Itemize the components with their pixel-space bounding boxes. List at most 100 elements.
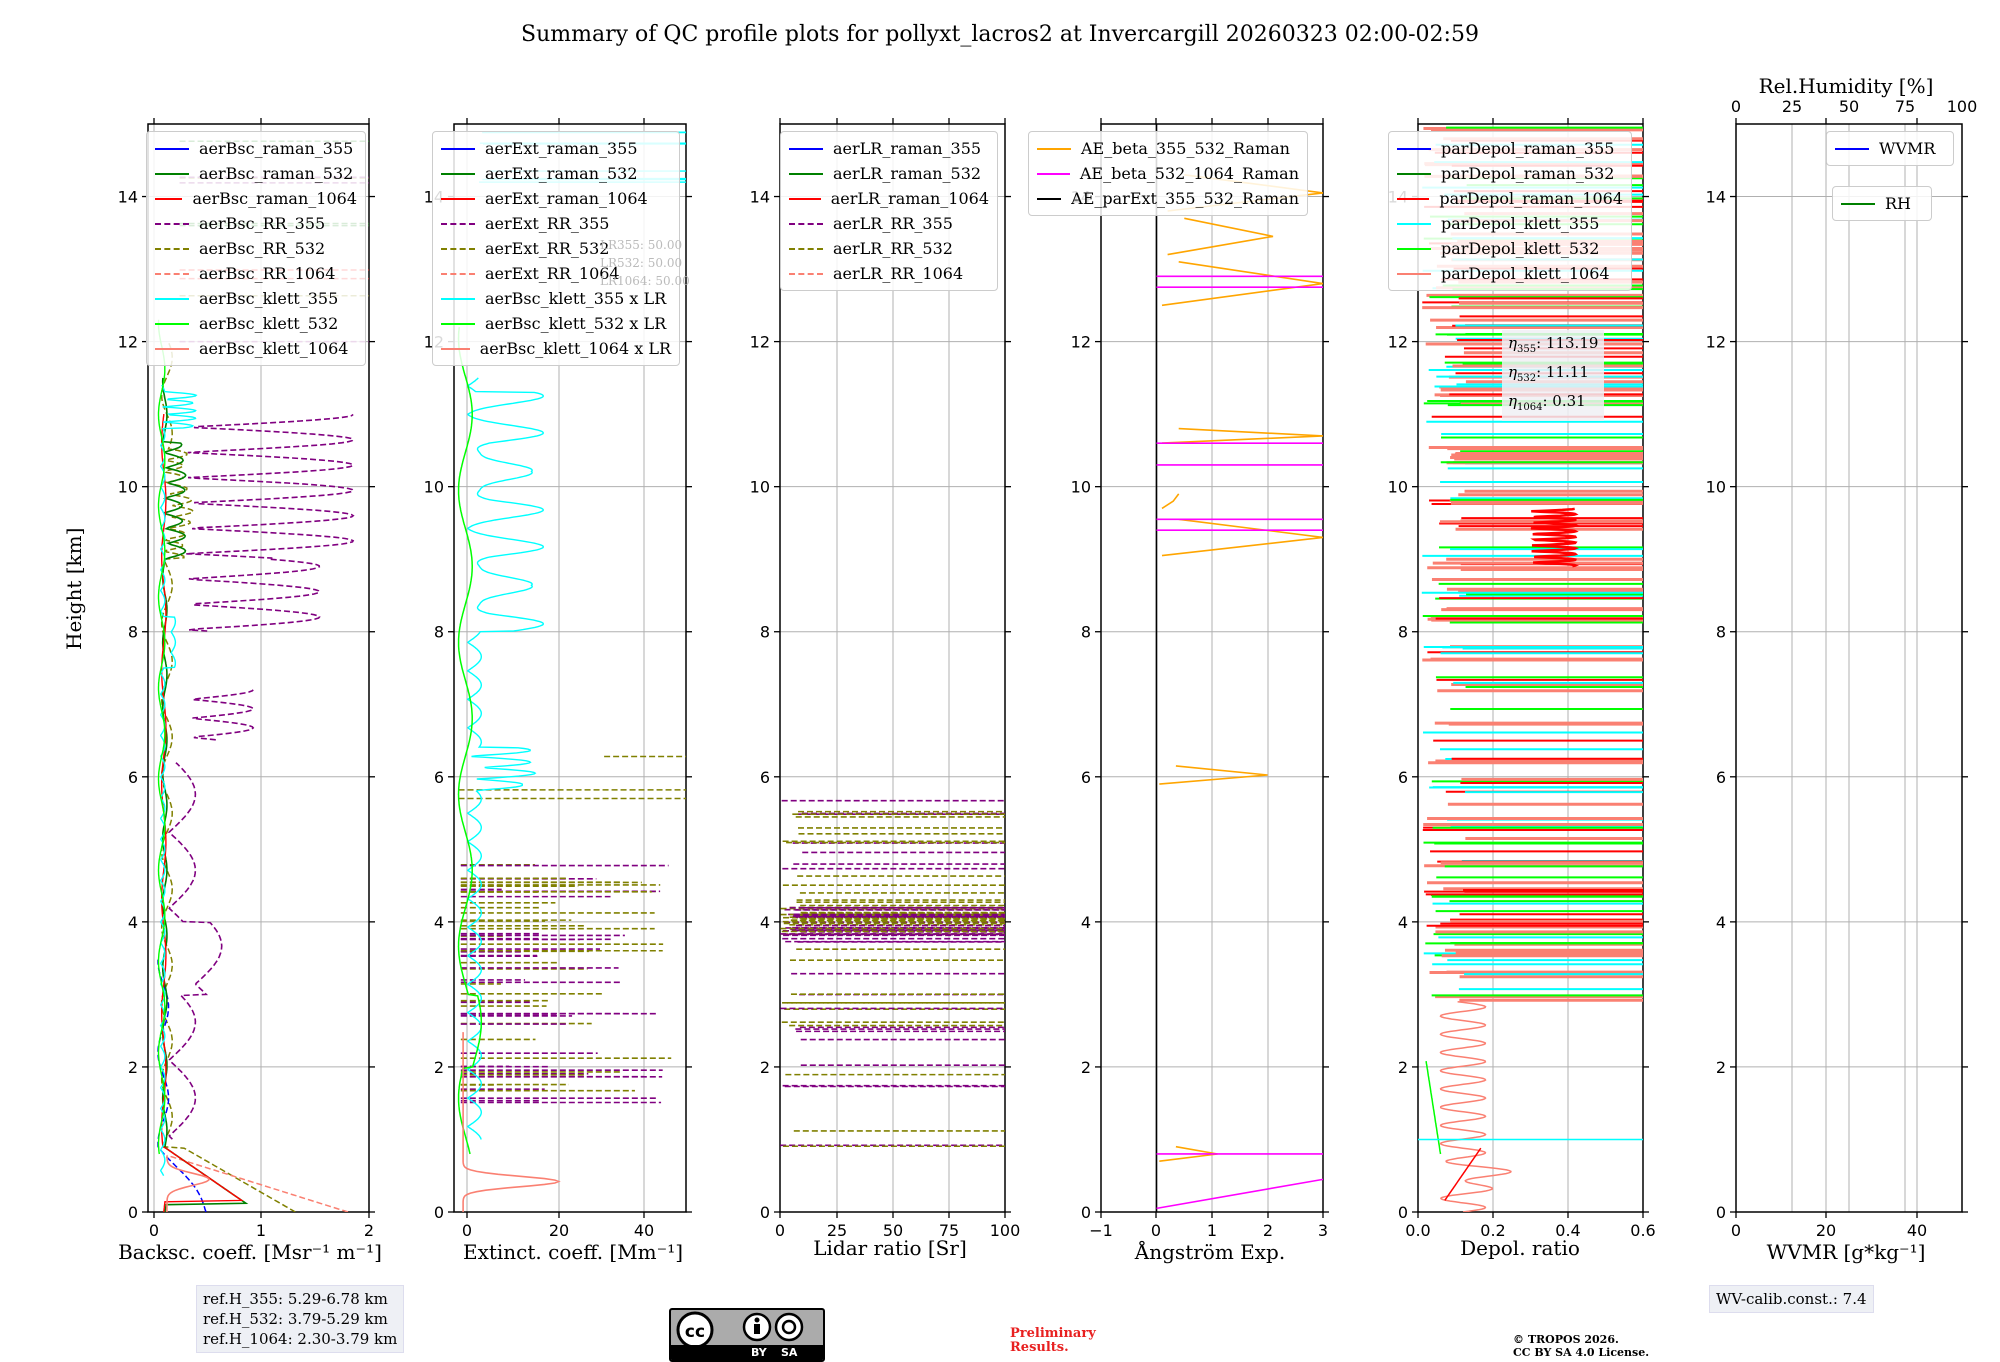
x-tick-label: 40: [634, 1221, 654, 1240]
legend-swatch: [789, 247, 823, 250]
y-tick-label: 6: [760, 768, 770, 787]
y-tick-label: 0: [1398, 1203, 1408, 1222]
legend-entry: aerBsc_klett_532 x LR: [441, 311, 671, 336]
legend-entry: aerBsc_raman_1064: [155, 186, 357, 211]
legend-entry: parDepol_raman_355: [1397, 136, 1623, 161]
y-tick-label: 12: [1071, 333, 1091, 352]
legend-swatch: [1037, 147, 1071, 150]
eta-355: η355: 113.19: [1508, 334, 1599, 355]
legend-entry: parDepol_klett_1064: [1397, 261, 1623, 286]
legend-swatch: [155, 147, 189, 150]
cc-sa-text: SA: [781, 1346, 798, 1359]
top-tick-label: 100: [1947, 97, 1978, 116]
y-tick-label: 0: [760, 1203, 770, 1222]
x-tick-label: 0.4: [1555, 1221, 1580, 1240]
x-tick-label: 2: [1263, 1221, 1273, 1240]
series-aerBsc-RR-355: [185, 413, 355, 632]
series-parDepol-klett-1064: [1439, 1000, 1512, 1212]
legend-label: aerLR_RR_1064: [833, 264, 964, 283]
y-tick-label: 6: [1398, 768, 1408, 787]
x-tick-label: 50: [883, 1221, 903, 1240]
y-tick-label: 6: [1716, 768, 1726, 787]
legend-entry: aerLR_RR_532: [789, 236, 989, 261]
y-tick-label: 12: [1706, 333, 1726, 352]
eta-355-value: 113.19: [1545, 334, 1599, 352]
legend-swatch: [441, 147, 475, 150]
series-AE-beta-355-532: [1161, 518, 1323, 557]
x-tick-label: 20: [1816, 1221, 1836, 1240]
ref-height-355: ref.H_355: 5.29-6.78 km: [203, 1290, 388, 1308]
legend-entry: aerLR_raman_1064: [789, 186, 989, 211]
y-axis-label: Height [km]: [62, 527, 86, 650]
legend-swatch: [441, 197, 475, 200]
legend-entry: aerLR_RR_1064: [789, 261, 989, 286]
legend-swatch: [155, 222, 189, 225]
preliminary-line-1: Preliminary: [1010, 1326, 1096, 1341]
x-axis-label-extinction: Extinct. coeff. [Mm⁻¹]: [462, 1240, 684, 1264]
x-tick-label: 1: [256, 1221, 266, 1240]
legend-swatch: [1397, 272, 1431, 275]
legend-entry: aerLR_RR_355: [789, 211, 989, 236]
legend-extinction: aerExt_raman_355 aerExt_raman_532 aerExt_r…: [432, 131, 680, 366]
x-tick-label: 40: [1907, 1221, 1927, 1240]
legend-label: AE_beta_532_1064_Raman: [1079, 164, 1299, 183]
y-tick-label: 10: [118, 478, 138, 497]
legend-swatch: [1835, 147, 1869, 150]
legend-label: aerExt_raman_355: [485, 139, 638, 158]
y-tick-label: 4: [434, 913, 444, 932]
legend-label: AE_parExt_355_532_Raman: [1071, 189, 1299, 208]
legend-swatch: [155, 297, 189, 300]
legend-swatch: [789, 197, 821, 200]
legend-entry: aerExt_raman_532: [441, 161, 671, 186]
y-tick-label: 4: [128, 913, 138, 932]
legend-label: aerLR_raman_355: [833, 139, 982, 158]
legend-label: aerExt_RR_1064: [485, 264, 620, 283]
cc-icon-text: cc: [685, 1322, 705, 1342]
lr-note-355: LR355: 50.00: [600, 238, 683, 252]
series-AE-beta-355-532: [1167, 217, 1274, 256]
series-parDepol-raman-1064: [1444, 1147, 1482, 1201]
legend-label: aerLR_raman_532: [833, 164, 982, 183]
legend-swatch: [789, 147, 823, 150]
legend-rh: RH: [1832, 186, 1932, 221]
copyright-line-2: CC BY SA 4.0 License.: [1513, 1346, 1650, 1359]
legend-entry: aerBsc_klett_1064 x LR: [441, 336, 671, 361]
legend-entry: aerBsc_RR_355: [155, 211, 357, 236]
x-tick-label: 0.2: [1480, 1221, 1505, 1240]
cc-icons: cc: [676, 1311, 804, 1346]
legend-label: parDepol_klett_1064: [1441, 264, 1610, 283]
legend-swatch: [789, 222, 823, 225]
y-tick-label: 8: [760, 623, 770, 642]
legend-entry: aerLR_raman_532: [789, 161, 989, 186]
y-tick-label: 14: [118, 188, 138, 207]
reference-heights-box: ref.H_355: 5.29-6.78 km ref.H_532: 3.79-…: [196, 1285, 405, 1353]
series-klett-532-x-LR: [457, 326, 483, 1155]
cc-icon: [676, 1311, 714, 1346]
series-AE-beta-355-532: [1161, 261, 1323, 307]
legend-label: aerExt_raman_532: [485, 164, 638, 183]
x-tick-label: 3: [1318, 1221, 1328, 1240]
lr-note: LR355: 50.00 LR532: 50.00 LR1064: 50.00: [600, 236, 690, 290]
y-tick-label: 8: [128, 623, 138, 642]
x-tick-label: 0.6: [1630, 1221, 1655, 1240]
legend-entry: aerBsc_klett_355: [155, 286, 357, 311]
y-tick-label: 2: [1398, 1058, 1408, 1077]
legend-entry: aerBsc_RR_532: [155, 236, 357, 261]
x-tick-label: 0: [462, 1221, 472, 1240]
copyright-line-1: © TROPOS 2026.: [1513, 1333, 1619, 1346]
legend-swatch: [441, 322, 475, 325]
legend-swatch: [155, 347, 189, 350]
y-tick-label: 12: [1388, 333, 1408, 352]
legend-entry: aerBsc_RR_1064: [155, 261, 357, 286]
series-aerBsc-RR-1064: [167, 1154, 349, 1212]
legend-wvmr: WVMR: [1826, 131, 1954, 166]
ref-height-1064: ref.H_1064: 2.30-3.79 km: [203, 1330, 398, 1348]
y-tick-label: 0: [434, 1203, 444, 1222]
y-tick-label: 14: [1706, 188, 1726, 207]
panel-frame: [1417, 123, 1644, 1213]
y-tick-label: 4: [1081, 913, 1091, 932]
legend-swatch: [1841, 202, 1875, 205]
y-tick-label: 8: [434, 623, 444, 642]
legend-label: AE_beta_355_532_Raman: [1081, 139, 1290, 158]
